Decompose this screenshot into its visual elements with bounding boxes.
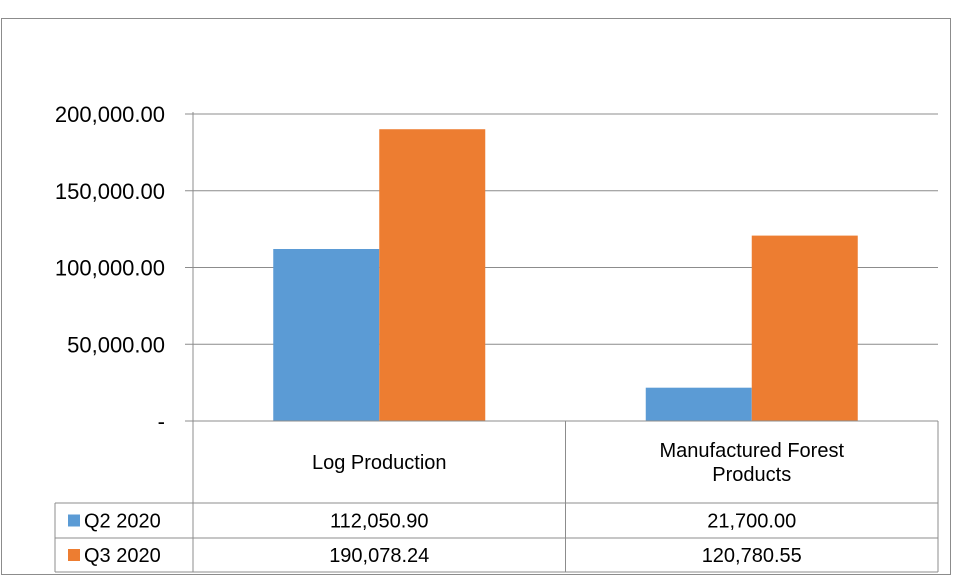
- data-label: 120,780.55: [702, 545, 802, 567]
- y-tick-labels: - 50,000.00 100,000.00 150,000.00 200,000.00: [55, 102, 165, 434]
- data-label: 190,078.24: [329, 545, 429, 567]
- y-tick-label: -: [158, 409, 165, 434]
- category-label: Log Production: [312, 452, 447, 474]
- data-table: Log Production Manufactured ForestProduct…: [54, 420, 939, 573]
- legend-label: Q2 2020: [84, 511, 161, 533]
- bar-q3-2020-1: [751, 235, 858, 421]
- bar-q2-2020-0: [273, 249, 380, 421]
- bars: [273, 129, 858, 421]
- category-label: Products: [712, 464, 791, 486]
- y-tick-label: 50,000.00: [67, 332, 165, 357]
- axes: [185, 112, 194, 422]
- bar-q2-2020-1: [645, 387, 752, 421]
- y-tick-label: 200,000.00: [55, 102, 165, 127]
- chart-area: [1, 18, 951, 575]
- data-label: 112,050.90: [330, 511, 429, 533]
- y-tick-label: 150,000.00: [55, 179, 165, 204]
- bar-q3-2020-0: [379, 129, 486, 421]
- data-label: 21,700.00: [707, 511, 796, 533]
- legend-key: [68, 514, 80, 527]
- legend-key: [68, 549, 80, 561]
- legend-label: Q3 2020: [84, 545, 161, 567]
- category-label: Manufactured Forest: [659, 440, 844, 462]
- y-tick-label: 100,000.00: [55, 256, 165, 281]
